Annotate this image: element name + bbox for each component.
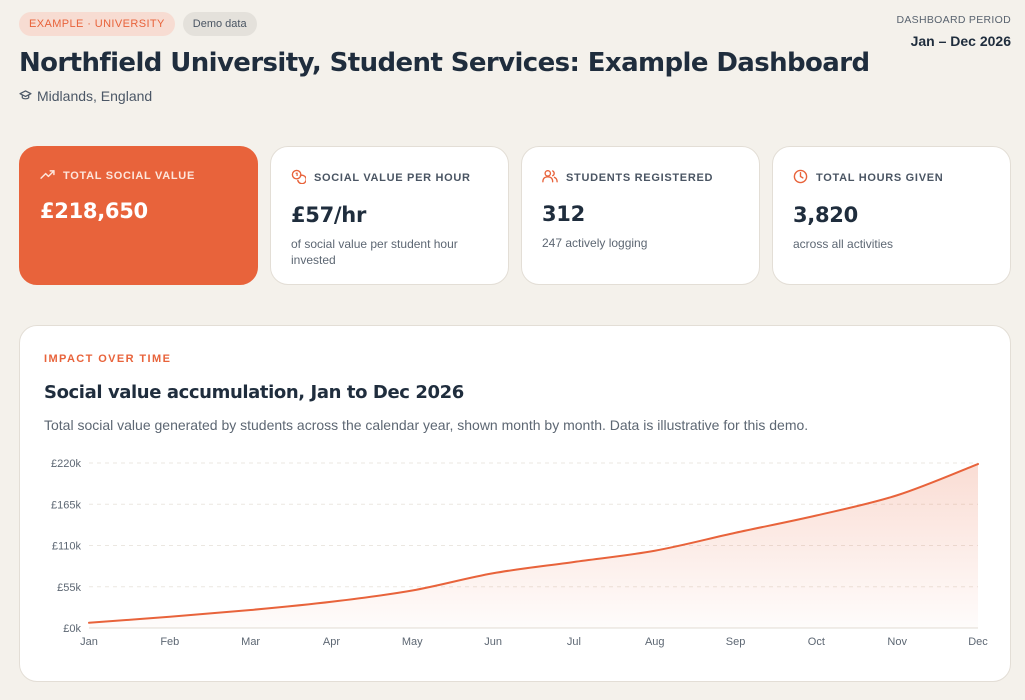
card-value: £57/hr <box>291 203 367 227</box>
period-label: DASHBOARD PERIOD <box>896 14 1011 26</box>
social-value-chart: £0k £55k £110k £165k £220k Jan Feb Mar Apr May Ju… <box>51 458 988 648</box>
location-text: Midlands, England <box>37 88 153 104</box>
panel-title: Social value accumulation, Jan to Dec 20… <box>44 382 464 403</box>
card-label: TOTAL SOCIAL VALUE <box>63 170 195 182</box>
kpi-cards: TOTAL SOCIAL VALUE £218,650 SOCIAL VALUE… <box>19 146 1011 285</box>
demo-data-badge: Demo data <box>182 12 257 36</box>
location: Midlands, England <box>19 88 1011 104</box>
card-label: TOTAL HOURS GIVEN <box>816 172 944 184</box>
panel-eyebrow: IMPACT OVER TIME <box>44 353 172 365</box>
series-line <box>88 463 979 624</box>
total-social-value-card: TOTAL SOCIAL VALUE £218,650 <box>19 146 258 285</box>
y-tick-label: £220k <box>51 458 81 470</box>
x-tick-label: May <box>402 636 423 648</box>
dashboard-period: DASHBOARD PERIOD Jan – Dec 2026 <box>897 14 1012 49</box>
card-value: £218,650 <box>40 199 148 223</box>
y-tick-label: £110k <box>52 541 82 553</box>
x-tick-label: Nov <box>887 636 907 648</box>
card-label: SOCIAL VALUE PER HOUR <box>314 172 471 184</box>
impact-over-time-panel: IMPACT OVER TIME Social value accumulati… <box>19 325 1011 682</box>
x-tick-label: Mar <box>241 636 260 648</box>
example-university-badge: EXAMPLE · UNIVERSITY <box>19 12 175 36</box>
x-tick-label: Sep <box>726 636 746 648</box>
card-label: STUDENTS REGISTERED <box>566 171 714 184</box>
trending-up-icon <box>40 169 55 183</box>
y-tick-label: £165k <box>51 499 81 511</box>
clock-icon <box>793 169 808 187</box>
card-subtext: 247 actively logging <box>542 236 648 250</box>
card-value: 3,820 <box>793 203 858 227</box>
panel-description: Total social value generated by students… <box>44 417 809 433</box>
x-tick-label: Apr <box>323 636 340 648</box>
x-tick-label: Jan <box>80 636 98 648</box>
area-fill <box>89 464 978 628</box>
y-tick-label: £55k <box>57 582 81 594</box>
page-title: Northfield University, Student Services:… <box>19 48 870 78</box>
students-registered-card: STUDENTS REGISTERED 312 247 actively log… <box>521 146 760 285</box>
x-tick-label: Dec <box>968 636 988 648</box>
x-tick-label: Feb <box>160 636 179 648</box>
graduation-cap-icon <box>19 88 32 104</box>
y-tick-label: £0k <box>63 623 81 635</box>
card-subtext: of social value per student hour investe… <box>291 237 458 267</box>
card-subtext: across all activities <box>793 237 894 251</box>
coins-icon <box>291 169 307 187</box>
dashboard-header: EXAMPLE · UNIVERSITY Demo data Northfiel… <box>19 12 1011 104</box>
x-tick-label: Oct <box>808 636 825 648</box>
card-value: 312 <box>542 202 585 226</box>
period-value: Jan – Dec 2026 <box>910 33 1011 49</box>
x-tick-label: Jun <box>484 636 502 648</box>
x-tick-label: Aug <box>645 636 665 648</box>
users-icon <box>542 169 558 186</box>
social-value-per-hour-card: SOCIAL VALUE PER HOUR £57/hr of social v… <box>270 146 509 285</box>
total-hours-given-card: TOTAL HOURS GIVEN 3,820 across all activ… <box>772 146 1011 285</box>
header-badges: EXAMPLE · UNIVERSITY Demo data <box>19 12 1011 36</box>
x-tick-label: Jul <box>567 636 581 648</box>
